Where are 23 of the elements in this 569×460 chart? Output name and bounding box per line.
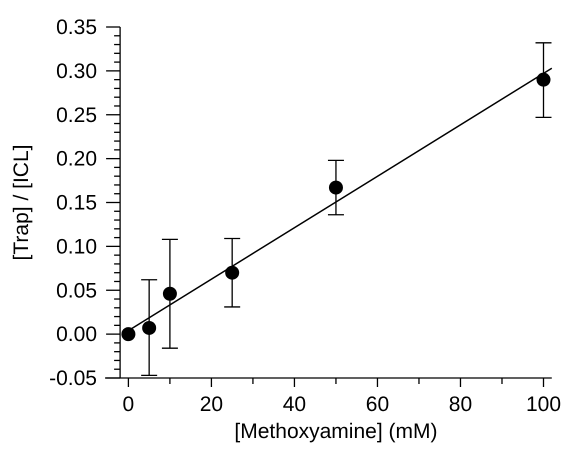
y-tick-label: 0.30 (56, 60, 97, 83)
point (121, 327, 136, 342)
y-tick-label: 0.35 (56, 16, 97, 39)
y-tick-label: 0.25 (56, 104, 97, 127)
x-tick-label: 80 (448, 393, 472, 416)
y-axis-title: [Trap] / [ICL] (10, 144, 33, 260)
y-tick-label: 0.20 (56, 148, 97, 171)
x-tick-label: 60 (366, 393, 390, 416)
y-tick-label: 0.00 (56, 323, 97, 346)
x-axis-title: [Methoxyamine] (mM) (234, 420, 438, 443)
point (142, 320, 156, 335)
y-tick-label: 0.05 (56, 279, 97, 302)
x-tick-label: 20 (200, 393, 224, 416)
point (536, 72, 550, 87)
y-tick-label: 0.10 (56, 235, 97, 258)
y-tick-label: 0.15 (56, 192, 97, 214)
point (225, 266, 240, 280)
point (328, 180, 343, 195)
x-tick-label: 100 (526, 393, 562, 416)
x-tick-label: 40 (282, 393, 306, 416)
point (162, 286, 177, 301)
y-tick-label: -0.05 (49, 367, 97, 390)
x-tick-label: 0 (122, 393, 134, 416)
